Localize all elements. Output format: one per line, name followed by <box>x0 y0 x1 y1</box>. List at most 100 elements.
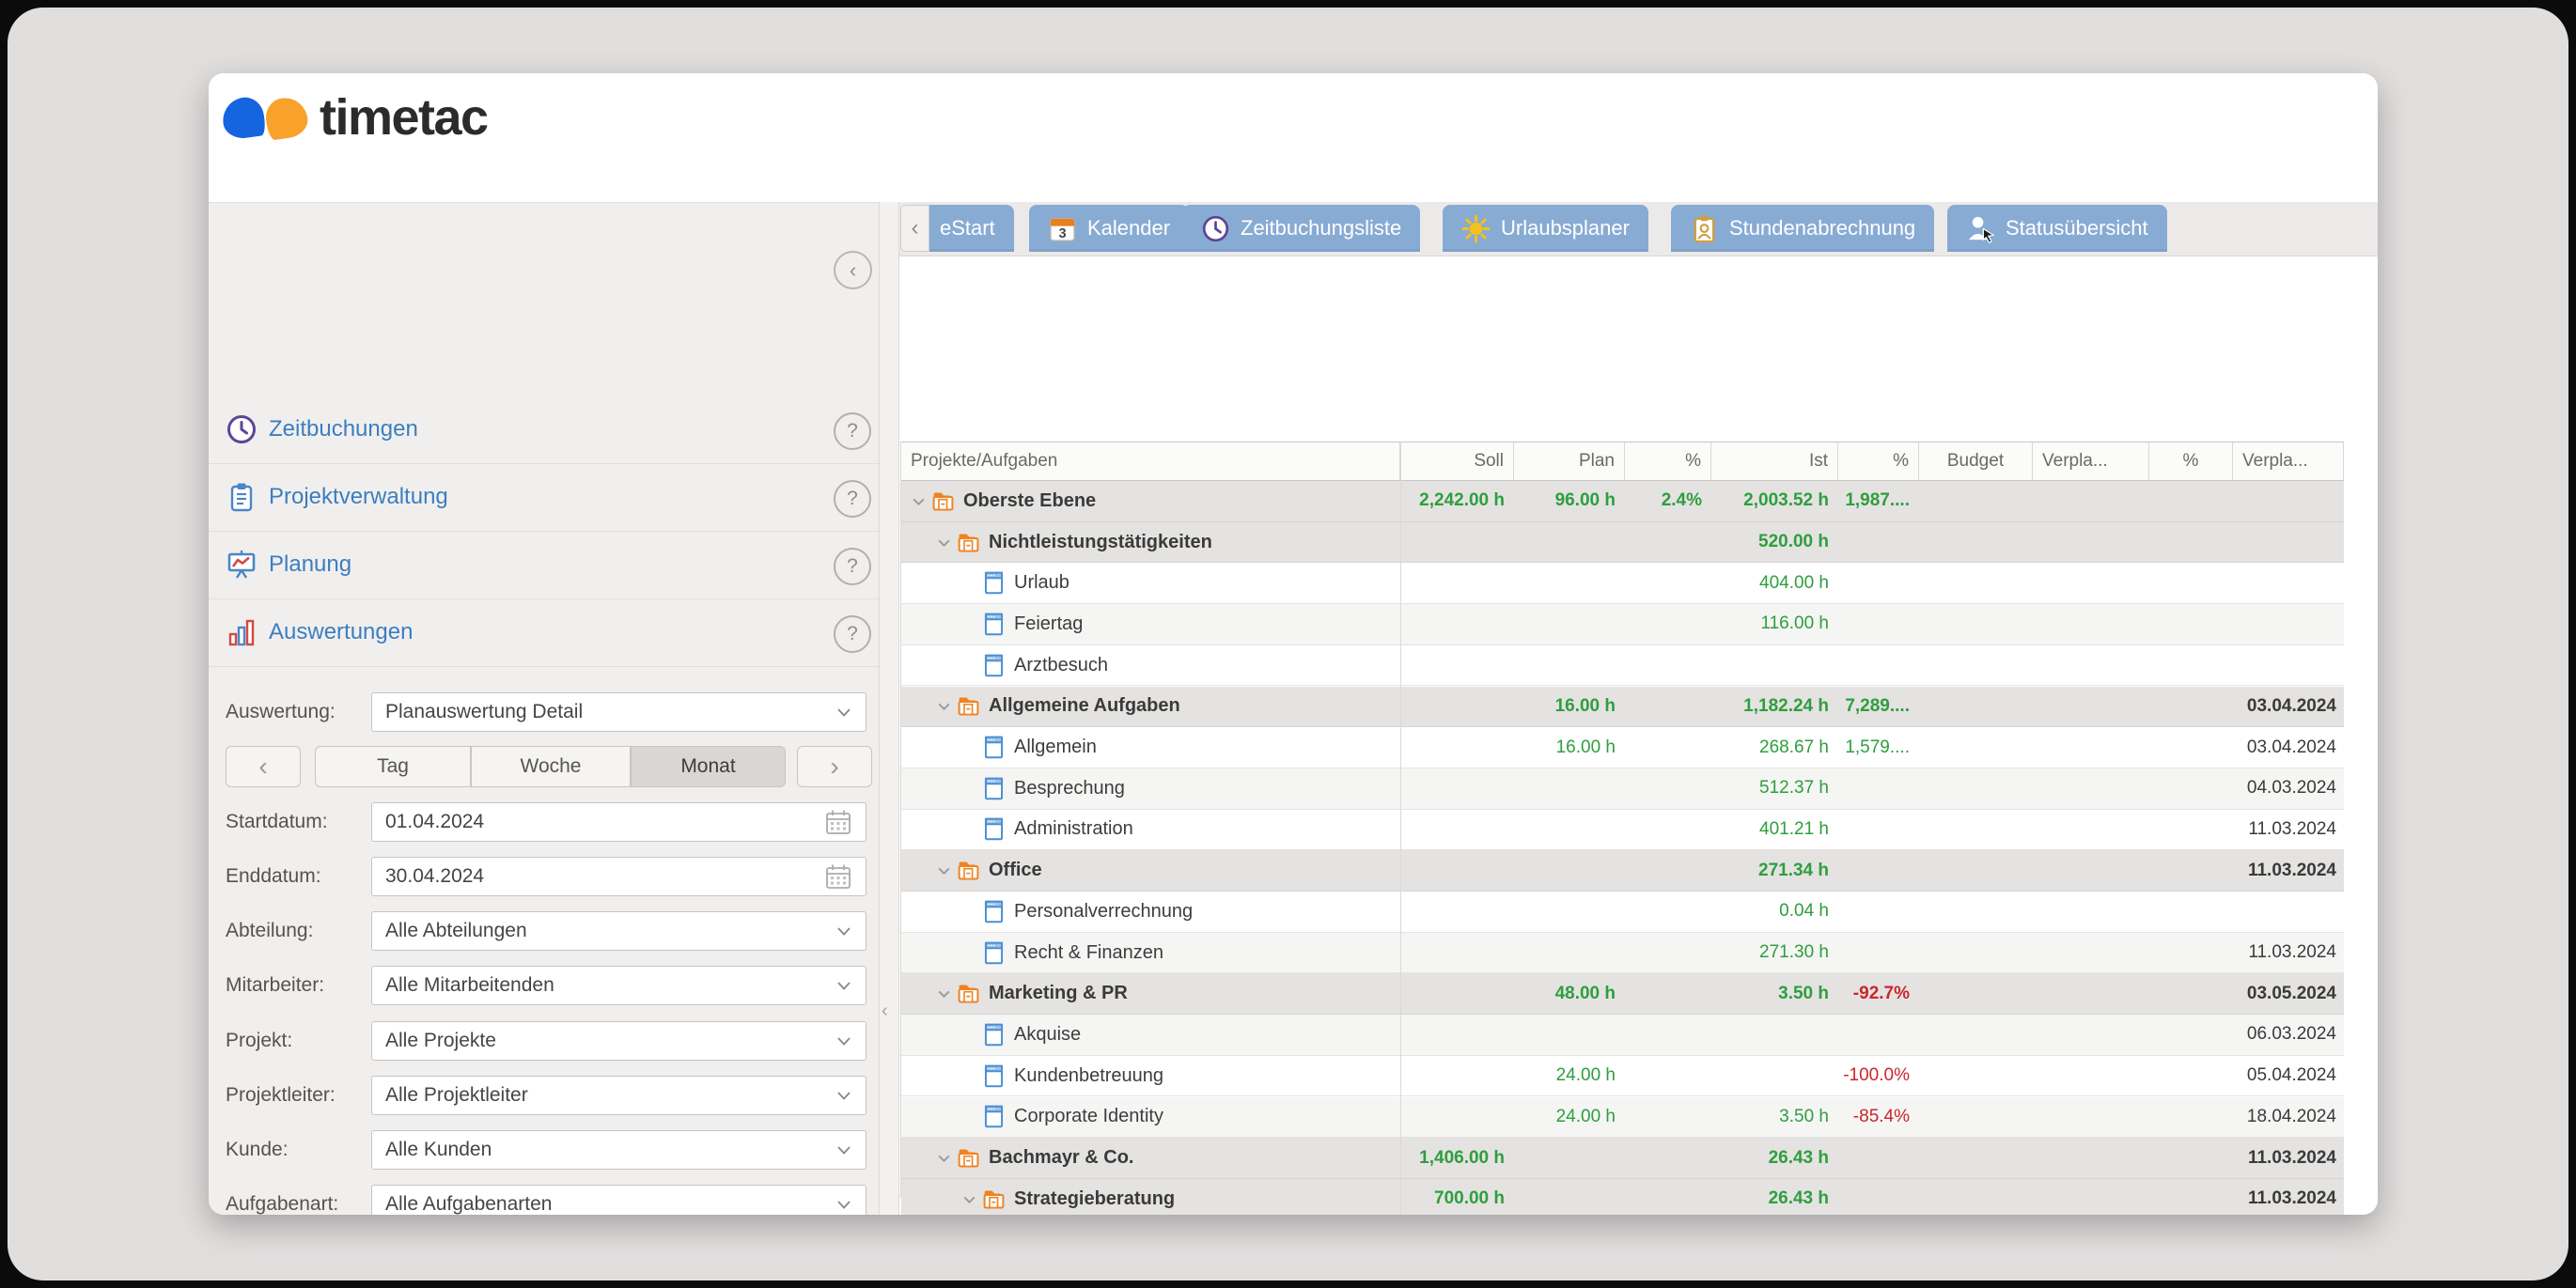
cell-pct3 <box>2149 522 2233 563</box>
column-header-pct[interactable]: % <box>1625 442 1711 480</box>
period-monat-button[interactable]: Monat <box>631 746 786 787</box>
sidebar-item-zeitbuchungen[interactable]: Zeitbuchungen? <box>209 396 879 463</box>
calendar-input-icon <box>824 808 852 836</box>
tree-chevron-down-icon[interactable] <box>936 698 952 714</box>
kunde-select[interactable]: Alle Kunden <box>371 1130 866 1170</box>
tree-chevron-down-icon[interactable] <box>936 1150 952 1166</box>
cell-pct3 <box>2149 727 2233 768</box>
help-icon[interactable]: ? <box>834 615 871 653</box>
period-woche-button[interactable]: Woche <box>471 746 631 787</box>
help-icon[interactable]: ? <box>834 480 871 518</box>
tab-urlaubsplaner[interactable]: Urlaubsplaner <box>1443 205 1648 252</box>
tree-chevron-down-icon[interactable] <box>936 985 952 1001</box>
panel-splitter[interactable]: ‹ <box>879 202 899 1215</box>
cell-name: Kundenbetreuung <box>901 1056 1400 1096</box>
cell-soll <box>1400 563 1514 603</box>
folder-icon <box>956 530 981 555</box>
help-icon[interactable]: ? <box>834 412 871 450</box>
cell-pct2 <box>1838 645 1919 686</box>
sidebar-item-label: Planung <box>269 551 352 577</box>
table-row[interactable]: Recht & Finanzen 271.30 h 11.03.2024 <box>901 932 2344 974</box>
tree-chevron-down-icon[interactable] <box>911 493 927 509</box>
cell-pct1 <box>1625 645 1711 686</box>
table-row[interactable]: Oberste Ebene 2,242.00 h 96.00 h 2.4% 2,003.… <box>901 481 2344 522</box>
row-label: Besprechung <box>1014 777 1125 799</box>
cell-verpla2: 06.03.2024 <box>2246 1024 2336 1045</box>
table-row[interactable]: Bachmayr & Co. 1,406.00 h 26.43 h 11.03.202… <box>901 1138 2344 1179</box>
aufgabenart-select[interactable]: Alle Aufgabenarten <box>371 1185 866 1215</box>
column-header-ist[interactable]: Ist <box>1711 442 1838 480</box>
table-row[interactable]: Feiertag 116.00 h <box>901 604 2344 645</box>
table-row[interactable]: Besprechung 512.37 h 04.03.2024 <box>901 768 2344 810</box>
tab-kalender[interactable]: 3 Kalender <box>1029 205 1190 252</box>
cell-pct2 <box>1838 850 1919 891</box>
period-prev-button[interactable]: ‹ <box>226 746 301 787</box>
tree-chevron-down-icon[interactable] <box>936 535 952 551</box>
projekt-select[interactable]: Alle Projekte <box>371 1021 866 1061</box>
cell-soll <box>1400 973 1514 1014</box>
column-header-soll[interactable]: Soll <box>1400 442 1514 480</box>
cell-pct1 <box>1625 810 1711 850</box>
mitarbeiter-select[interactable]: Alle Mitarbeitenden <box>371 966 866 1005</box>
column-header-verpla[interactable]: Verpla... <box>2033 442 2149 480</box>
cell-budget <box>1919 481 2033 521</box>
table-row[interactable]: Strategieberatung 700.00 h 26.43 h 11.03.20… <box>901 1178 2344 1215</box>
column-header-verpla[interactable]: Verpla... <box>2233 442 2344 480</box>
cell-plan <box>1514 1179 1625 1215</box>
row-label: Personalverrechnung <box>1014 900 1194 922</box>
column-header-pct[interactable]: % <box>2149 442 2233 480</box>
sidebar-item-planung[interactable]: Planung? <box>209 531 879 598</box>
period-next-button[interactable]: › <box>797 746 872 787</box>
column-header-budget[interactable]: Budget <box>1919 442 2033 480</box>
menu-separator <box>209 598 879 599</box>
enddatum-date-input[interactable]: 30.04.2024 <box>371 857 866 896</box>
table-row[interactable]: Marketing & PR 48.00 h 3.50 h -92.7% 03.05.2… <box>901 973 2344 1016</box>
table-row[interactable]: Personalverrechnung 0.04 h <box>901 892 2344 933</box>
projektleiter-select[interactable]: Alle Projektleiter <box>371 1076 866 1115</box>
cell-ist: 520.00 h <box>1758 532 1829 552</box>
input-value: 01.04.2024 <box>385 811 485 832</box>
chevron-down-icon <box>835 706 852 718</box>
tab-zeitbuchungsliste[interactable]: Zeitbuchungsliste <box>1182 205 1421 252</box>
table-row[interactable]: Allgemeine Aufgaben 16.00 h 1,182.24 h 7,28… <box>901 686 2344 728</box>
cell-verpla1 <box>2033 727 2149 768</box>
abteilung-select[interactable]: Alle Abteilungen <box>371 911 866 951</box>
cell-name: Feiertag <box>901 604 1400 644</box>
table-row[interactable]: Nichtleistungstätigkeiten 520.00 h <box>901 521 2344 564</box>
column-header-plan[interactable]: Plan <box>1514 442 1625 480</box>
cell-verpla1 <box>2033 1056 2149 1096</box>
cell-ist: 2,003.52 h <box>1743 490 1829 511</box>
tab-scroll-left-button[interactable]: ‹ <box>900 205 929 252</box>
sidebar-collapse-button[interactable]: ‹ <box>834 251 872 289</box>
tab-statusübersicht[interactable]: Statusübersicht <box>1947 205 2167 252</box>
table-row[interactable]: Arztbesuch <box>901 644 2344 687</box>
sidebar-item-auswertungen[interactable]: Auswertungen? <box>209 598 879 666</box>
sidebar-item-projektverwaltung[interactable]: Projektverwaltung? <box>209 463 879 531</box>
cell-budget <box>1919 933 2033 973</box>
table-row[interactable]: Urlaub 404.00 h <box>901 563 2344 605</box>
cell-verpla2: 11.03.2024 <box>2248 942 2336 963</box>
table-row[interactable]: Administration 401.21 h 11.03.2024 <box>901 809 2344 851</box>
tab-estart[interactable]: eStart <box>921 205 1014 252</box>
cell-pct1 <box>1625 850 1711 891</box>
help-icon[interactable]: ? <box>834 548 871 585</box>
auswertung-select[interactable]: Planauswertung Detail <box>371 692 866 732</box>
table-row[interactable]: Allgemein 16.00 h 268.67 h 1,579.... 03.04.2… <box>901 727 2344 768</box>
table-row[interactable]: Office 271.34 h 11.03.2024 <box>901 850 2344 892</box>
table-row[interactable]: Kundenbetreuung 24.00 h -100.0% 05.04.2024 <box>901 1055 2344 1097</box>
tab-label: Zeitbuchungsliste <box>1241 216 1402 240</box>
field-label: Projektleiter: <box>226 1084 336 1106</box>
row-label: Arztbesuch <box>1014 654 1109 675</box>
table-row[interactable]: Akquise 06.03.2024 <box>901 1015 2344 1056</box>
tree-chevron-down-icon[interactable] <box>936 862 952 878</box>
column-header-pct[interactable]: % <box>1838 442 1919 480</box>
table-row[interactable]: Corporate Identity 24.00 h 3.50 h -85.4% 18.… <box>901 1096 2344 1139</box>
period-tag-button[interactable]: Tag <box>315 746 471 787</box>
tree-chevron-down-icon[interactable] <box>961 1191 977 1207</box>
tab-stundenabrechnung[interactable]: Stundenabrechnung <box>1671 205 1935 252</box>
startdatum-date-input[interactable]: 01.04.2024 <box>371 802 866 842</box>
cell-pct2 <box>1838 810 1919 850</box>
column-header-projekteaufgaben[interactable]: Projekte/Aufgaben <box>901 442 1400 480</box>
plan-report-table: Projekte/Aufgaben Soll Plan% Ist% Budget Verp… <box>900 442 2344 1215</box>
cell-pct3 <box>2149 1097 2233 1138</box>
